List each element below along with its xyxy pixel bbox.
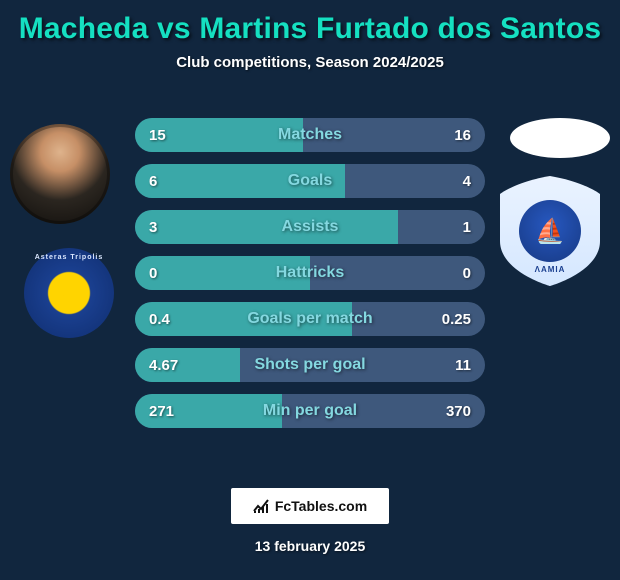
avatar-right bbox=[510, 118, 610, 158]
bar-left-fill bbox=[135, 164, 345, 198]
stat-row: 0.40.25Goals per match bbox=[135, 302, 485, 336]
stat-value-left: 0 bbox=[149, 256, 157, 290]
club-left-label: Asteras Tripolis bbox=[24, 254, 114, 261]
stat-value-left: 271 bbox=[149, 394, 174, 428]
stat-value-left: 4.67 bbox=[149, 348, 178, 382]
stat-value-right: 4 bbox=[463, 164, 471, 198]
brand-text: FcTables.com bbox=[275, 498, 367, 514]
stat-value-left: 0.4 bbox=[149, 302, 170, 336]
chart-icon bbox=[253, 498, 269, 514]
stat-value-right: 0.25 bbox=[442, 302, 471, 336]
stat-bars: 1516Matches64Goals31Assists00Hattricks0.… bbox=[135, 118, 485, 440]
date-text: 13 february 2025 bbox=[0, 538, 620, 554]
stat-value-right: 11 bbox=[455, 348, 471, 382]
ship-icon: ⛵ bbox=[519, 200, 581, 262]
club-badge-right: ⛵ ΛAMIA bbox=[500, 176, 600, 286]
footer: FcTables.com 13 february 2025 bbox=[0, 488, 620, 554]
club-badge-left: Asteras Tripolis ★ bbox=[24, 248, 114, 338]
stat-row: 00Hattricks bbox=[135, 256, 485, 290]
stat-value-right: 370 bbox=[446, 394, 471, 428]
stat-row: 4.6711Shots per goal bbox=[135, 348, 485, 382]
stat-value-left: 3 bbox=[149, 210, 157, 244]
stat-value-right: 0 bbox=[463, 256, 471, 290]
stat-value-left: 15 bbox=[149, 118, 166, 152]
brand-box: FcTables.com bbox=[231, 488, 389, 524]
subtitle: Club competitions, Season 2024/2025 bbox=[14, 54, 606, 71]
stat-value-right: 1 bbox=[463, 210, 471, 244]
star-icon: ★ bbox=[54, 275, 84, 309]
bar-left-fill bbox=[135, 210, 398, 244]
bar-left-fill bbox=[135, 256, 310, 290]
stat-row: 64Goals bbox=[135, 164, 485, 198]
stat-row: 31Assists bbox=[135, 210, 485, 244]
avatar-left bbox=[10, 124, 110, 224]
club-right-label: ΛAMIA bbox=[500, 265, 600, 274]
page-title: Macheda vs Martins Furtado dos Santos bbox=[14, 12, 606, 46]
stat-value-left: 6 bbox=[149, 164, 157, 198]
stat-row: 1516Matches bbox=[135, 118, 485, 152]
comparison-card: Macheda vs Martins Furtado dos Santos Cl… bbox=[0, 0, 620, 580]
stat-row: 271370Min per goal bbox=[135, 394, 485, 428]
stat-value-right: 16 bbox=[454, 118, 471, 152]
